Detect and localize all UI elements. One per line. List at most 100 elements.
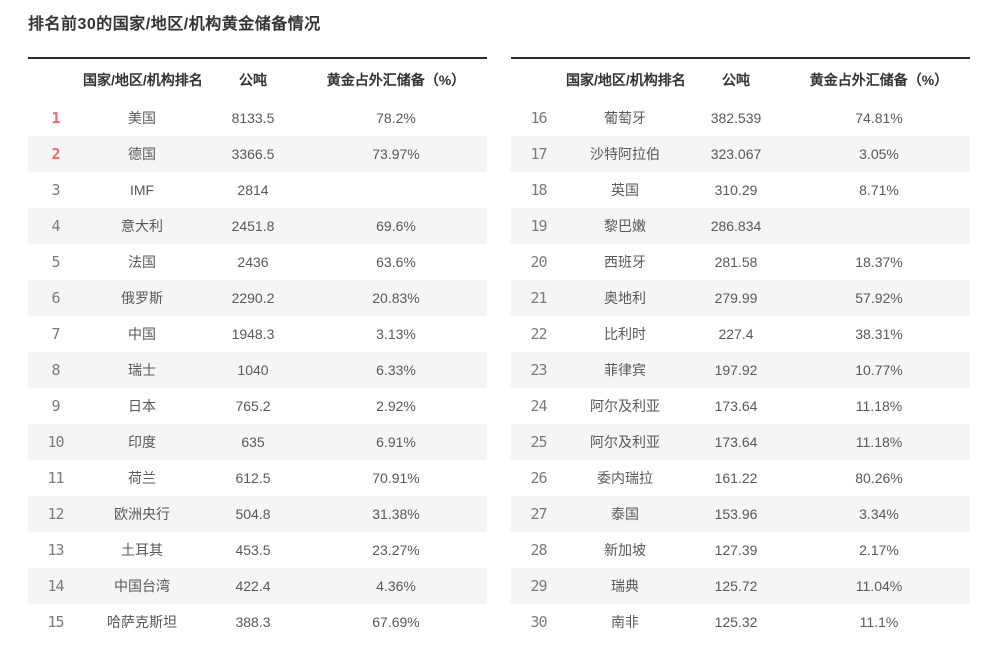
rank-number: 13	[47, 541, 64, 560]
header-tonnes: 公吨	[684, 58, 788, 100]
table-row: 19 黎巴嫩 286.834	[511, 208, 970, 244]
rank-number: 25	[530, 433, 547, 452]
rank-clip: 15	[48, 613, 64, 631]
table-row: 2 德国 3366.5 73.97%	[28, 136, 487, 172]
rank-cell: 30	[511, 604, 566, 640]
rank-cell: 6	[28, 280, 83, 316]
tonnes-cell: 173.64	[714, 434, 758, 450]
rank-number: 15	[47, 613, 64, 632]
country-cell: 荷兰	[128, 470, 156, 486]
rank-cell: 18	[511, 172, 566, 208]
table-row: 24 阿尔及利亚 173.64 11.18%	[511, 388, 970, 424]
country-cell: 意大利	[121, 218, 163, 234]
table-row: 4 意大利 2451.8 69.6%	[28, 208, 487, 244]
rank-clip: 3	[48, 181, 64, 199]
rank-clip: 25	[531, 433, 547, 451]
percent-cell	[305, 172, 487, 208]
table-row: 22 比利时 227.4 38.31%	[511, 316, 970, 352]
tonnes-cell: 197.92	[714, 362, 758, 378]
rank-clip: 7	[48, 325, 64, 343]
table-row: 28 新加坡 127.39 2.17%	[511, 532, 970, 568]
table-row: 10 印度 635 6.91%	[28, 424, 487, 460]
rank-clip: 1	[48, 109, 64, 127]
country-cell: 菲律宾	[604, 362, 646, 378]
table-row: 15 哈萨克斯坦 388.3 67.69%	[28, 604, 487, 640]
percent-cell: 70.91%	[372, 470, 420, 486]
rank-clip: 13	[48, 541, 64, 559]
header-row: 国家/地区/机构排名 公吨 黄金占外汇储备（%）	[28, 58, 487, 100]
gold-reserves-table-right: 国家/地区/机构排名 公吨 黄金占外汇储备（%） 16 葡萄牙 382.539 …	[511, 57, 970, 640]
tonnes-cell: 2814	[237, 182, 269, 198]
table-row: 27 泰国 153.96 3.34%	[511, 496, 970, 532]
header-percent: 黄金占外汇储备（%）	[305, 58, 487, 100]
rank-clip: 18	[531, 181, 547, 199]
rank-clip: 20	[531, 253, 547, 271]
table-row: 8 瑞士 1040 6.33%	[28, 352, 487, 388]
country-cell: 黎巴嫩	[604, 218, 646, 234]
rank-cell: 29	[511, 568, 566, 604]
percent-cell: 69.6%	[376, 218, 416, 234]
rank-cell: 17	[511, 136, 566, 172]
percent-cell: 80.26%	[855, 470, 903, 486]
rank-number: 16	[530, 109, 547, 128]
table-row: 6 俄罗斯 2290.2 20.83%	[28, 280, 487, 316]
tonnes-cell: 125.72	[714, 578, 758, 594]
percent-cell: 23.27%	[372, 542, 420, 558]
country-cell: 中国台湾	[114, 578, 170, 594]
tonnes-cell: 2290.2	[231, 290, 275, 306]
tonnes-cell: 8133.5	[231, 110, 275, 126]
tonnes-cell: 382.539	[710, 110, 762, 126]
country-cell: 委内瑞拉	[597, 470, 653, 486]
rank-clip: 5	[48, 253, 64, 271]
tonnes-cell: 2436	[237, 254, 269, 270]
percent-cell: 11.1%	[859, 614, 899, 630]
tonnes-cell: 279.99	[714, 290, 758, 306]
rank-cell: 12	[28, 496, 83, 532]
table-row: 26 委内瑞拉 161.22 80.26%	[511, 460, 970, 496]
rank-cell: 1	[28, 100, 83, 136]
percent-cell	[788, 208, 970, 244]
rank-cell: 20	[511, 244, 566, 280]
rank-cell: 22	[511, 316, 566, 352]
rank-number: 20	[530, 253, 547, 272]
table-body-left: 1 美国 8133.5 78.2% 2 德国 3366.5 73.97% 3	[28, 100, 487, 640]
rank-clip: 10	[48, 433, 64, 451]
country-cell: 西班牙	[604, 254, 646, 270]
rank-number: 14	[47, 577, 64, 596]
country-cell: 泰国	[611, 506, 639, 522]
table-row: 1 美国 8133.5 78.2%	[28, 100, 487, 136]
country-cell: 瑞典	[611, 578, 639, 594]
table-header-right: 国家/地区/机构排名 公吨 黄金占外汇储备（%）	[511, 58, 970, 100]
table-body-right: 16 葡萄牙 382.539 74.81% 17 沙特阿拉伯 323.067 3…	[511, 100, 970, 640]
country-cell: 日本	[128, 398, 156, 414]
tonnes-cell: 323.067	[710, 146, 762, 162]
rank-cell: 27	[511, 496, 566, 532]
rank-number: 29	[530, 577, 547, 596]
rank-number: 3	[51, 181, 60, 200]
country-cell: 奥地利	[604, 290, 646, 306]
tonnes-cell: 173.64	[714, 398, 758, 414]
rank-clip: 21	[531, 289, 547, 307]
tonnes-cell: 765.2	[235, 398, 271, 414]
rank-cell: 7	[28, 316, 83, 352]
rank-clip: 23	[531, 361, 547, 379]
gold-reserves-table-left: 国家/地区/机构排名 公吨 黄金占外汇储备（%） 1 美国 8133.5 78.…	[28, 57, 487, 640]
tonnes-cell: 453.5	[235, 542, 271, 558]
rank-clip: 19	[531, 217, 547, 235]
rank-number: 4	[51, 217, 60, 236]
rank-cell: 9	[28, 388, 83, 424]
tables-container: 国家/地区/机构排名 公吨 黄金占外汇储备（%） 1 美国 8133.5 78.…	[28, 57, 970, 640]
table-row: 21 奥地利 279.99 57.92%	[511, 280, 970, 316]
rank-number: 21	[530, 289, 547, 308]
percent-cell: 73.97%	[372, 146, 420, 162]
percent-cell: 63.6%	[376, 254, 416, 270]
percent-cell: 6.91%	[376, 434, 416, 450]
percent-cell: 20.83%	[372, 290, 420, 306]
percent-cell: 11.18%	[855, 434, 903, 450]
table-row: 7 中国 1948.3 3.13%	[28, 316, 487, 352]
percent-cell: 10.77%	[855, 362, 903, 378]
percent-cell: 11.04%	[855, 578, 903, 594]
table-row: 17 沙特阿拉伯 323.067 3.05%	[511, 136, 970, 172]
rank-clip: 14	[48, 577, 64, 595]
